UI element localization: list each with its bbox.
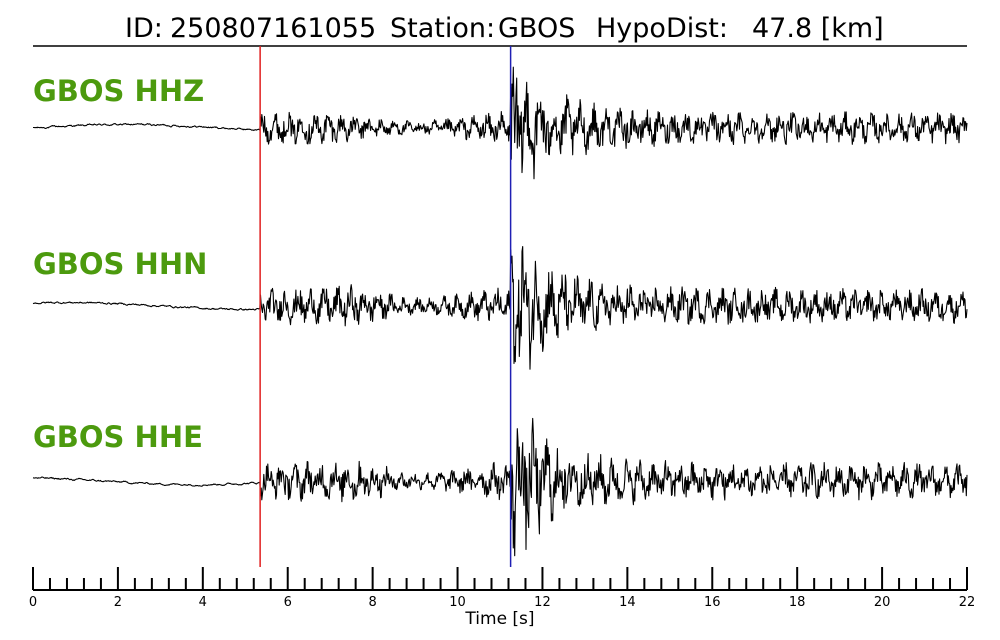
title-station-value: GBOS bbox=[498, 13, 575, 44]
x-tick-label: 20 bbox=[874, 595, 891, 610]
title-id-value: 250807161055 bbox=[170, 13, 376, 44]
traces-layer bbox=[32, 66, 968, 557]
x-tick-label: 0 bbox=[29, 595, 37, 610]
x-tick-label: 10 bbox=[449, 595, 466, 610]
x-tick-label: 8 bbox=[368, 595, 376, 610]
channel-label-hhn: GBOS HHN bbox=[33, 247, 207, 281]
trace-hhe bbox=[32, 417, 968, 557]
title-station-label: Station: bbox=[390, 13, 495, 44]
trace-hhn bbox=[32, 246, 968, 370]
channel-label-hhe: GBOS HHE bbox=[33, 420, 203, 454]
x-tick-label: 4 bbox=[199, 595, 207, 610]
channel-label-hhz: GBOS HHZ bbox=[33, 74, 204, 108]
picks-layer bbox=[259, 46, 512, 567]
x-tick-label: 2 bbox=[114, 595, 122, 610]
title-id-label: ID: bbox=[125, 13, 163, 44]
x-tick-label: 18 bbox=[789, 595, 806, 610]
title-hypodist-label: HypoDist: bbox=[596, 13, 728, 44]
trace-hhz bbox=[33, 66, 968, 180]
x-tick-label: 22 bbox=[959, 595, 976, 610]
x-tick-label: 16 bbox=[704, 595, 721, 610]
title-hypodist-value: 47.8 [km] bbox=[752, 13, 884, 44]
x-axis-label: Time [s] bbox=[464, 609, 534, 629]
x-tick-label: 12 bbox=[534, 595, 551, 610]
x-tick-label: 14 bbox=[619, 595, 636, 610]
time-axis: 0 2 4 6 8 10 12 14 16 18 20 22 bbox=[29, 567, 975, 610]
x-tick-label: 6 bbox=[284, 595, 292, 610]
